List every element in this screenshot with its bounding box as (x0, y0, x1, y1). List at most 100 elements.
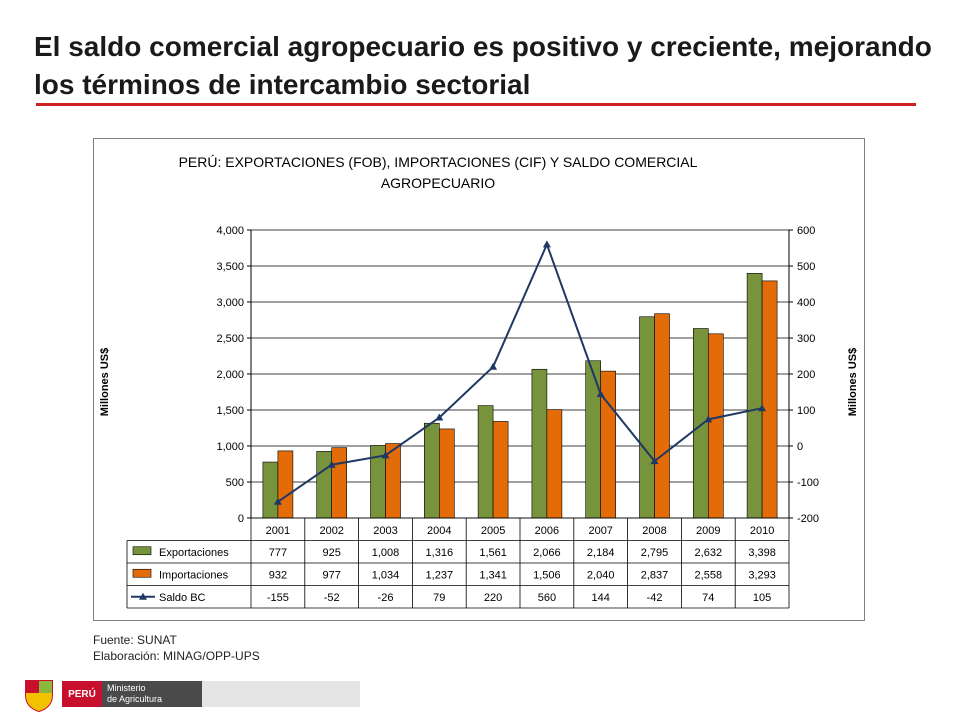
table-cell: 2,040 (587, 569, 615, 581)
table-cell: 105 (753, 592, 771, 604)
table-cell: 925 (323, 547, 341, 559)
table-cell: -26 (378, 592, 394, 604)
bar-exportaciones-2008 (639, 316, 655, 519)
bar-exportaciones-2005 (477, 405, 494, 519)
y2-tick-label: -200 (797, 513, 819, 525)
y2-tick-label: 300 (797, 333, 815, 345)
table-cell: 777 (269, 547, 287, 559)
bar-importaciones-2001 (277, 450, 294, 519)
x-category-label: 2001 (266, 525, 290, 537)
marker-saldo-2008 (650, 457, 659, 465)
logo-ministry-line2: de Agricultura (107, 694, 163, 704)
bar-exportaciones-2009 (692, 328, 709, 519)
marker-saldo-2006 (542, 240, 551, 248)
bar-importaciones-2005 (492, 421, 509, 519)
y2-tick-label: -100 (797, 477, 819, 489)
bar-importaciones-2008 (654, 313, 670, 519)
y2-tick-label: 200 (797, 369, 815, 381)
legend-label: Importaciones (159, 569, 229, 581)
table-cell: 1,034 (372, 569, 400, 581)
bar-exportaciones-2010 (746, 273, 763, 519)
table-cell: 2,066 (533, 547, 561, 559)
bar-importaciones-2009 (707, 333, 724, 519)
y2-tick-label: 600 (797, 225, 815, 237)
table-cell: 2,837 (641, 569, 669, 581)
table-cell: 1,237 (426, 569, 454, 581)
x-category-label: 2003 (373, 525, 397, 537)
table-cell: 1,561 (479, 547, 507, 559)
table-cell: 74 (702, 592, 714, 604)
chart-title-line1: PERÚ: EXPORTACIONES (FOB), IMPORTACIONES… (179, 154, 698, 170)
table-cell: 144 (592, 592, 610, 604)
logo-ministry: Ministerio de Agricultura (102, 681, 202, 707)
ministry-logo: PERÚ Ministerio de Agricultura (20, 675, 360, 715)
y-tick-label: 0 (238, 513, 244, 525)
legend-swatch-exportaciones (132, 546, 152, 556)
table-cell: 2,632 (695, 547, 723, 559)
bar-importaciones-2004 (438, 428, 455, 519)
table-cell: 3,293 (748, 569, 776, 581)
y-tick-label: 3,000 (216, 297, 244, 309)
table-cell: -155 (267, 592, 289, 604)
bar-exportaciones-2002 (316, 451, 332, 519)
bar-exportaciones-2007 (585, 360, 602, 519)
table-cell: 560 (538, 592, 556, 604)
table-cell: 1,506 (533, 569, 561, 581)
y2-tick-label: 100 (797, 405, 815, 417)
chart: PERÚ: EXPORTACIONES (FOB), IMPORTACIONES… (99, 154, 859, 609)
table-cell: 2,795 (641, 547, 669, 559)
marker-saldo-2001 (273, 497, 282, 505)
bar-exportaciones-2001 (262, 461, 279, 519)
table-cell: 1,341 (479, 569, 507, 581)
marker-saldo-2004 (435, 413, 444, 421)
y-tick-label: 2,500 (216, 333, 244, 345)
table-cell: 2,184 (587, 547, 615, 559)
line-saldo-bc (277, 241, 763, 503)
slide-title: El saldo comercial agropecuario es posit… (34, 31, 932, 100)
table-cell: 1,316 (426, 547, 454, 559)
legend-swatch-importaciones (132, 568, 152, 578)
logo-ministry-line1: Ministerio (107, 683, 146, 693)
x-category-label: 2004 (427, 525, 451, 537)
bar-importaciones-2002 (331, 447, 347, 519)
y2-tick-label: 500 (797, 261, 815, 273)
table-cell: 79 (433, 592, 445, 604)
table-cell: -42 (647, 592, 663, 604)
y-tick-label: 500 (226, 477, 244, 489)
logo-bar (202, 681, 360, 707)
x-category-label: 2009 (696, 525, 720, 537)
legend-label: Exportaciones (159, 547, 229, 559)
x-category-label: 2008 (642, 525, 666, 537)
y-tick-label: 1,500 (216, 405, 244, 417)
y2-tick-label: 0 (797, 441, 803, 453)
marker-saldo-2010 (758, 404, 767, 412)
bar-importaciones-2010 (761, 280, 778, 519)
bar-exportaciones-2006 (531, 368, 548, 519)
table-cell: 977 (323, 569, 341, 581)
source-note: Fuente: SUNAT (93, 633, 177, 647)
marker-saldo-2003 (381, 451, 390, 459)
bar-importaciones-2007 (600, 370, 617, 519)
marker-saldo-2002 (327, 460, 336, 468)
y-tick-label: 1,000 (216, 441, 244, 453)
x-category-label: 2006 (535, 525, 559, 537)
legend-marker-saldo (139, 592, 147, 600)
logo-country: PERÚ (62, 681, 102, 707)
elaboration-note: Elaboración: MINAG/OPP-UPS (93, 649, 260, 663)
y-tick-label: 2,000 (216, 369, 244, 381)
marker-saldo-2007 (596, 390, 605, 398)
legend-label: Saldo BC (159, 592, 206, 604)
bar-importaciones-2006 (546, 409, 563, 519)
x-category-label: 2002 (319, 525, 343, 537)
y-axis-label-right: Millones US$ (847, 348, 859, 416)
chart-footer: Fuente: SUNAT Elaboración: MINAG/OPP-UPS (93, 632, 260, 664)
x-category-label: 2010 (750, 525, 774, 537)
chart-title-line2: AGROPECUARIO (381, 175, 495, 191)
table-cell: 220 (484, 592, 502, 604)
table-cell: -52 (324, 592, 340, 604)
marker-saldo-2009 (704, 415, 713, 423)
marker-saldo-2005 (489, 362, 498, 370)
table-cell: 2,558 (695, 569, 723, 581)
title-underline (36, 103, 916, 106)
table-cell: 1,008 (372, 547, 400, 559)
